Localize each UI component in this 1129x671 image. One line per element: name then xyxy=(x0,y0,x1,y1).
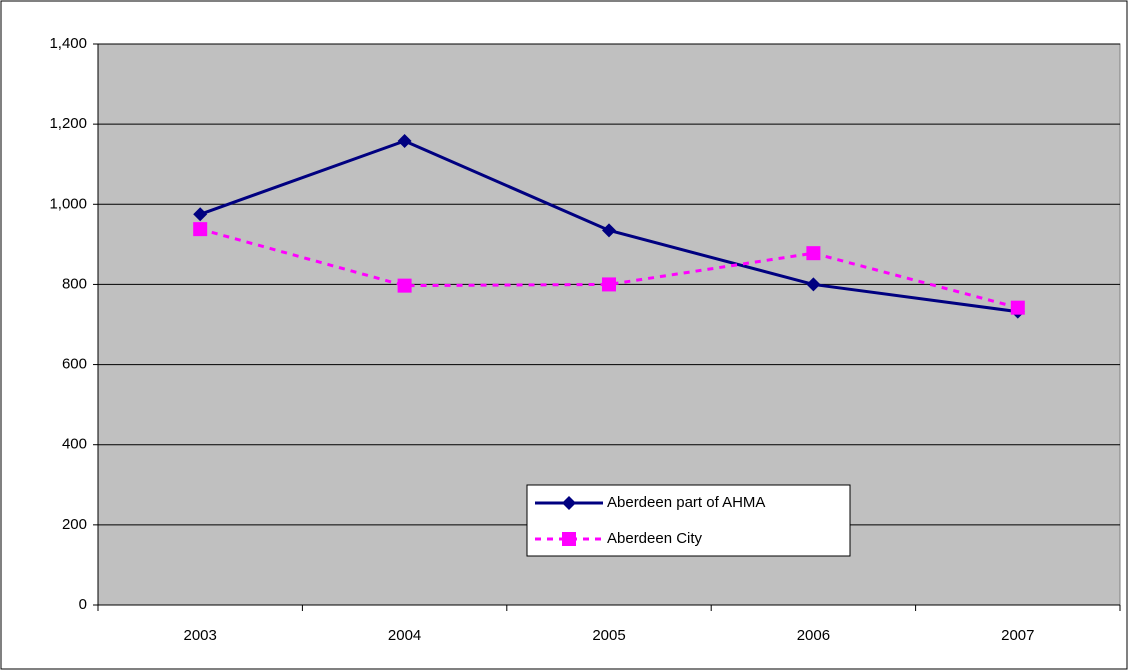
y-tick-label: 400 xyxy=(62,436,87,453)
marker xyxy=(602,223,616,238)
y-tick-label: 200 xyxy=(62,516,87,533)
marker xyxy=(193,207,208,222)
x-tick-label: 2007 xyxy=(1001,627,1034,644)
y-tick-label: 600 xyxy=(62,356,87,373)
legend-label: Aberdeen City xyxy=(607,530,703,547)
marker xyxy=(397,278,412,293)
legend-label: Aberdeen part of AHMA xyxy=(607,494,765,511)
marker xyxy=(397,133,412,148)
y-tick-label: 0 xyxy=(79,596,87,613)
y-tick-label: 1,200 xyxy=(49,115,87,132)
y-tick-label: 1,000 xyxy=(49,195,87,212)
x-tick-label: 2004 xyxy=(388,627,421,644)
marker xyxy=(193,222,208,237)
x-tick-label: 2006 xyxy=(797,627,830,644)
marker xyxy=(806,277,821,292)
legend xyxy=(526,484,851,557)
x-tick-label: 2005 xyxy=(592,627,625,644)
marker xyxy=(806,246,821,261)
marker xyxy=(602,277,616,292)
marker xyxy=(1010,300,1025,315)
x-tick-label: 2003 xyxy=(184,627,217,644)
legend-marker xyxy=(562,532,576,546)
y-tick-label: 1,400 xyxy=(49,35,87,52)
legend-marker xyxy=(562,496,576,510)
y-tick-label: 800 xyxy=(62,275,87,292)
